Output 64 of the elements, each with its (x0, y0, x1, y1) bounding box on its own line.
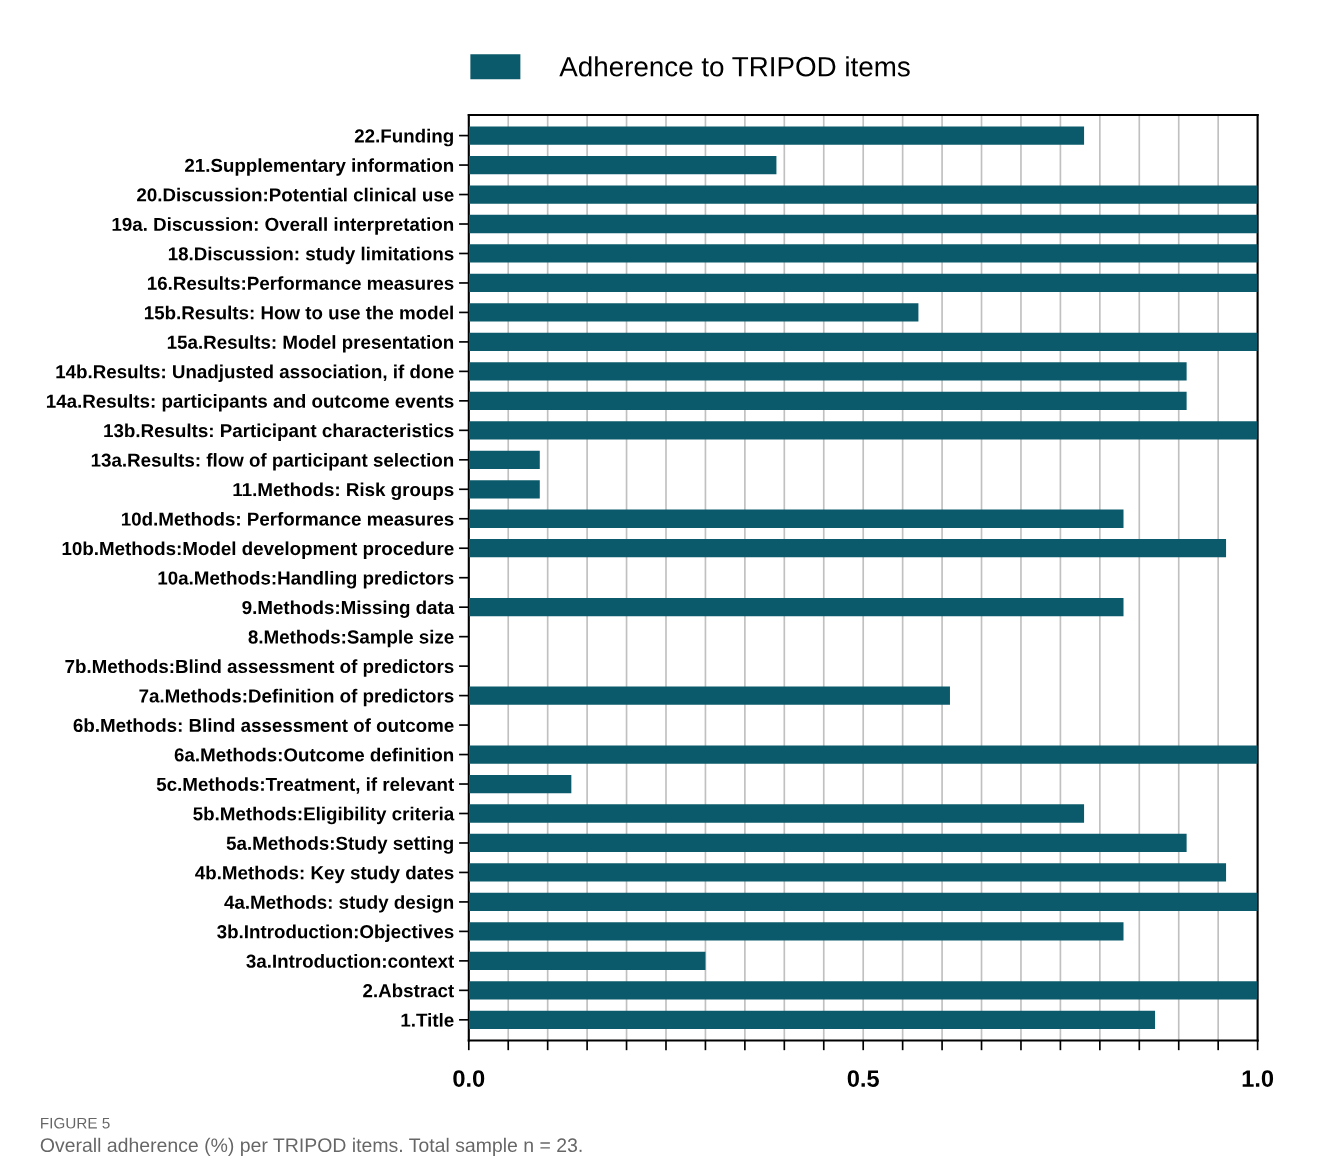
legend-label: Adherence to TRIPOD items (559, 56, 910, 77)
bar (468, 745, 1258, 764)
bar (468, 273, 1258, 293)
bar (468, 774, 572, 794)
y-tick-label: 14b.Results: Unadjusted association, if done (56, 364, 454, 383)
bar (468, 214, 1258, 234)
y-tick-label: 15a.Results: Model presentation (167, 335, 454, 353)
bar (468, 244, 1258, 263)
y-tick-label: 18.Discussion: study limitations (168, 246, 454, 265)
y-tick-label: 8.Methods:Sample size (248, 629, 454, 648)
bar (468, 922, 1124, 941)
bar (468, 863, 1227, 882)
y-tick-label: 3a.Introduction:context (246, 954, 454, 968)
y-tick-label: 6a.Methods:Outcome definition (174, 747, 454, 762)
y-tick-label: 15b.Results: How to use the model (144, 305, 453, 320)
y-tick-label: 1.Title (401, 1013, 454, 1027)
y-tick-label: 7b.Methods:Blind assessment of predictors (65, 659, 454, 677)
bar (468, 126, 1085, 145)
bar (468, 391, 1187, 410)
y-tick-label: 10b.Methods:Model development procedure (62, 541, 454, 559)
caption: FIGURE 5 (41, 1117, 110, 1129)
bar (468, 539, 1227, 558)
bar (468, 185, 1258, 204)
x-tick-label: 1.0 (1242, 1070, 1274, 1087)
y-tick-label: 3b.Introduction:Objectives (217, 924, 454, 943)
bar (468, 480, 540, 499)
bar (468, 804, 1085, 823)
y-tick-label: 4a.Methods: study design (224, 895, 454, 913)
bar (468, 155, 777, 175)
y-tick-label: 9.Methods:Missing data (242, 600, 455, 618)
bar (468, 686, 950, 705)
bar (468, 450, 540, 469)
y-tick-label: 7a.Methods:Definition of predictors (139, 688, 454, 707)
bar (468, 303, 919, 322)
y-tick-label: 13b.Results: Participant characteristics (104, 423, 454, 442)
y-tick-label: 13a.Results: flow of participant selection (91, 453, 454, 471)
y-tick-label: 2.Abstract (363, 983, 454, 998)
bar (468, 362, 1187, 381)
y-tick-label: 14a.Results: participants and outcome events (46, 394, 454, 412)
bar (468, 421, 1258, 440)
y-tick-label: 10d.Methods: Performance measures (121, 511, 454, 526)
bar (468, 981, 1258, 1000)
y-tick-label: 10a.Methods:Handling predictors (158, 570, 454, 589)
y-tick-label: 5b.Methods:Eligibility criteria (193, 806, 455, 825)
y-tick-label: 22.Funding (354, 128, 453, 147)
bar (468, 833, 1187, 853)
y-tick-label: 11.Methods: Risk groups (233, 482, 454, 501)
y-tick-label: 21.Supplementary information (185, 158, 454, 176)
bar (468, 892, 1258, 912)
y-tick-label: 19a. Discussion: Overall interpretation (112, 217, 454, 235)
y-tick-label: 5a.Methods:Study setting (226, 836, 453, 854)
bar (468, 509, 1124, 528)
y-tick-label: 6b.Methods: Blind assessment of outcome (73, 718, 454, 733)
y-tick-label: 20.Discussion:Potential clinical use (137, 187, 454, 202)
text: Overall adherence (%) per TRIPOD items. Total sample n = 23. (40, 1137, 582, 1156)
bar (468, 598, 1124, 617)
bar (468, 1010, 1156, 1029)
y-tick-label: 5c.Methods:Treatment, if relevant (156, 777, 454, 794)
y-tick-label: 4b.Methods: Key study dates (195, 865, 454, 884)
bar (468, 951, 706, 971)
x-tick-label: 0.0 (453, 1070, 485, 1087)
y-tick-label: 16.Results:Performance measures (147, 276, 454, 290)
bar (468, 332, 1258, 352)
x-tick-label: 0.5 (847, 1070, 879, 1087)
